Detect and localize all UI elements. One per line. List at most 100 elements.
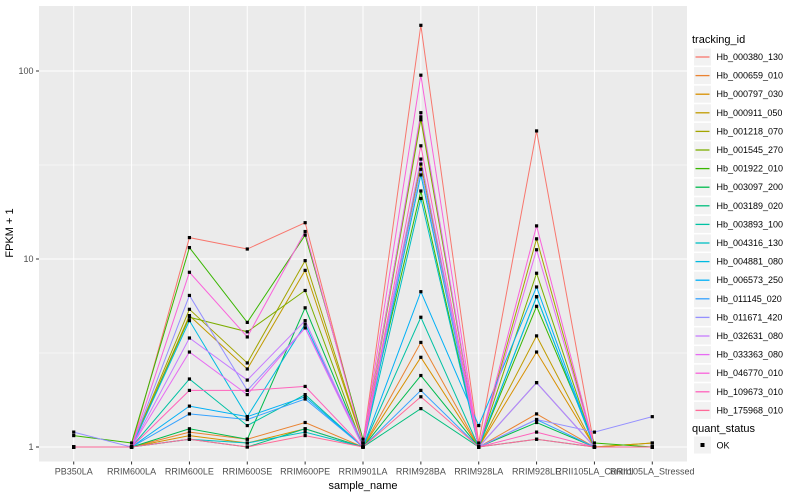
data-point: [303, 427, 307, 431]
data-point: [303, 397, 307, 401]
data-point: [534, 285, 539, 289]
data-point: [303, 384, 307, 389]
data-point: [419, 355, 423, 359]
data-point: [419, 162, 423, 166]
legend-item-label: Hb_001218_070: [717, 126, 784, 136]
data-point: [245, 247, 249, 251]
data-point: [650, 445, 654, 449]
data-point: [245, 437, 249, 441]
data-point: [534, 430, 539, 434]
data-point: [303, 430, 307, 434]
data-point: [129, 441, 134, 445]
data-point: [187, 433, 192, 438]
legend-item-label: Hb_175968_010: [717, 405, 784, 415]
data-point: [245, 320, 249, 325]
data-point: [419, 196, 423, 201]
data-point: [419, 118, 423, 122]
x-tick-label: RRIM600SE: [222, 467, 272, 477]
data-point: [419, 189, 423, 193]
legend-item-label: Hb_003893_100: [717, 219, 784, 229]
data-point: [534, 248, 539, 252]
data-point: [303, 433, 307, 438]
legend-item-label: Hb_003097_200: [717, 182, 784, 192]
data-point: [245, 335, 249, 339]
x-tick-label: RRIM600LE: [165, 467, 214, 477]
legend-title-quant-status: quant_status: [692, 423, 755, 435]
legend-item-label: Hb_046770_010: [717, 368, 784, 378]
data-point: [361, 437, 365, 441]
data-point: [419, 407, 423, 411]
data-point: [303, 322, 307, 326]
data-point: [419, 315, 423, 319]
x-tick-label: RRIM901LA: [338, 467, 387, 477]
quant-ok-point-icon: [700, 443, 705, 447]
data-point: [303, 420, 307, 425]
data-point: [245, 415, 249, 419]
x-tick-label: PB350LA: [55, 467, 93, 477]
data-point: [534, 350, 539, 354]
data-point: [187, 235, 192, 240]
data-point: [534, 224, 539, 228]
data-point: [419, 111, 423, 115]
x-tick-label: RRIM928BA: [396, 467, 446, 477]
x-tick-label: RRIM600LA: [107, 467, 156, 477]
data-point: [534, 420, 539, 425]
legend-title-tracking-id: tracking_id: [692, 34, 745, 46]
data-point: [72, 445, 76, 449]
data-point: [187, 412, 192, 416]
data-point: [419, 144, 423, 148]
data-point: [592, 445, 597, 449]
data-point: [187, 430, 192, 434]
data-point: [361, 445, 365, 449]
legend-item-label: Hb_000380_130: [717, 52, 784, 62]
data-point: [303, 221, 307, 225]
data-point: [534, 437, 539, 441]
data-point: [650, 441, 654, 445]
data-point: [419, 395, 423, 399]
x-tick-label: RRIM600PE: [280, 467, 330, 477]
legend-item-label: OK: [717, 441, 730, 451]
legend-item-label: Hb_003189_020: [717, 201, 784, 211]
data-point: [534, 271, 539, 275]
data-point: [361, 441, 365, 445]
data-point: [187, 336, 192, 340]
data-point: [477, 441, 481, 445]
data-point: [534, 237, 539, 241]
data-point: [129, 445, 134, 449]
data-point: [303, 306, 307, 310]
data-point: [419, 115, 423, 119]
data-point: [592, 441, 597, 445]
data-point: [534, 129, 539, 133]
data-point: [419, 167, 423, 171]
data-point: [245, 361, 249, 365]
data-point: [187, 319, 192, 323]
data-point: [187, 270, 192, 274]
y-tick-label: 1: [28, 442, 33, 452]
data-point: [245, 388, 249, 393]
data-point: [534, 304, 539, 308]
data-point: [303, 288, 307, 293]
data-point: [187, 313, 192, 318]
y-axis-title: FPKM + 1: [4, 208, 16, 257]
data-point: [187, 315, 192, 319]
legend-item-label: Hb_001545_270: [717, 145, 784, 155]
data-point: [245, 392, 249, 397]
data-point: [303, 229, 307, 234]
data-point: [187, 307, 192, 311]
data-point: [534, 381, 539, 385]
legend-item-label: Hb_000797_030: [717, 89, 784, 99]
data-point: [303, 392, 307, 397]
data-point: [303, 319, 307, 323]
legend-item-label: Hb_004881_080: [717, 257, 784, 267]
quant-status-legend-entry: OK: [694, 436, 730, 454]
legend-item-label: Hb_011671_420: [717, 312, 783, 322]
legend-item-label: Hb_033363_080: [717, 350, 784, 360]
data-point: [419, 173, 423, 177]
legend-item-label: Hb_000911_050: [717, 108, 783, 118]
data-point: [187, 350, 192, 354]
data-point: [187, 377, 192, 381]
data-point: [419, 23, 423, 27]
data-point: [245, 441, 249, 445]
data-point: [419, 290, 423, 294]
